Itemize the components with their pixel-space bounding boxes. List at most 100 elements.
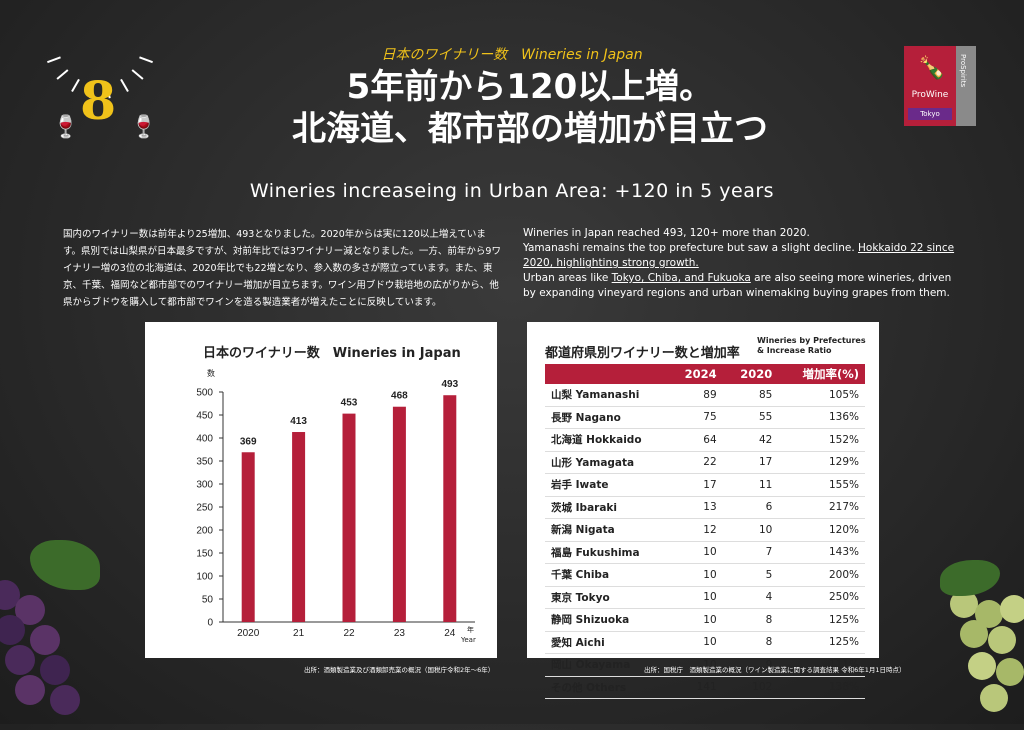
ratio-cell: 217% [778, 496, 865, 519]
table-header-row: 2024 2020 増加率(%) [545, 364, 865, 384]
table-row: 山形 Yamagata 22 17 129% [545, 451, 865, 474]
ratio-cell: 120% [778, 518, 865, 542]
wineries-table: 2024 2020 増加率(%) 山梨 Yamanashi 89 85 105% 長野 … [545, 364, 865, 699]
ratio-cell: 136% [778, 406, 865, 429]
x-tick-label: 23 [394, 628, 406, 639]
count-cell: 64 [667, 428, 723, 452]
x-tick-label: 24 [444, 628, 456, 639]
y-tick-label: 450 [196, 411, 213, 422]
logo-city: Tokyo [908, 108, 952, 120]
table-row: 長野 Nagano 75 55 136% [545, 406, 865, 429]
prefecture-cell: その他 Others [545, 676, 667, 699]
count-cell: 102 [722, 676, 779, 699]
table-title-en: Wineries by Prefectures & Increase Ratio [757, 336, 866, 355]
count-cell: 10 [667, 586, 723, 609]
y-tick-label: 400 [196, 434, 213, 445]
x-tick-label: 21 [293, 628, 305, 639]
prefecture-cell: 福島 Fukushima [545, 541, 667, 564]
chart-panel: 日本のワイナリー数 Wineries in Japan 0 50 100 150 200… [145, 322, 497, 658]
grapes-left-decoration [0, 540, 110, 730]
wine-glass-icon: 🍷 [130, 115, 158, 140]
table-row: 千葉 Chiba 10 5 200% [545, 563, 865, 587]
table-header: 増加率(%) [778, 364, 865, 384]
count-cell: 85 [722, 384, 779, 407]
number-badge: 8 🍷 🍷 [30, 15, 170, 155]
count-cell: 7 [722, 541, 779, 564]
bar [292, 432, 306, 622]
count-cell: 17 [722, 451, 779, 474]
para-en-line-1: Wineries in Japan reached 493, 120+ more… [523, 227, 810, 239]
y-tick-label: 200 [196, 526, 213, 537]
bar-chart: 0 50 100 150 200 250 300 350 400 450 500 数 369 2020 41… [196, 368, 476, 644]
count-cell: 10 [667, 608, 723, 632]
table-row: 福島 Fukushima 10 7 143% [545, 541, 865, 564]
bar [443, 395, 457, 622]
table-row: 愛知 Aichi 10 8 125% [545, 631, 865, 654]
prefecture-cell: 愛知 Aichi [545, 631, 667, 654]
count-cell: 42 [722, 428, 779, 452]
wine-glass-icon: 🍷 [52, 115, 80, 140]
prowine-logo: 🍾 ProWine Tokyo ProSpirits [904, 46, 976, 126]
table-header: 2020 [722, 364, 779, 384]
prefecture-cell: 岡山 Okayama [545, 653, 667, 677]
ratio-cell: 200% [778, 563, 865, 587]
chart-source: 出所：酒類製造業及び酒類卸売業の概況（国税庁令和2年～6年） [304, 666, 495, 674]
prefecture-cell: 岩手 Iwate [545, 473, 667, 497]
ratio-cell: 143% [778, 541, 865, 564]
ratio-cell: 111% [778, 653, 865, 677]
y-axis-label: 数 [207, 368, 215, 378]
count-cell: 6 [722, 496, 779, 519]
grapes-right-decoration [930, 560, 1024, 730]
table-row: 東京 Tokyo 10 4 250% [545, 586, 865, 609]
count-cell: 141 [667, 676, 723, 699]
count-cell: 22 [667, 451, 723, 474]
prefecture-cell: 北海道 Hokkaido [545, 428, 667, 452]
logo-brand: ProWine [911, 90, 949, 100]
prefecture-cell: 山形 Yamagata [545, 451, 667, 474]
y-tick-label: 150 [196, 549, 213, 560]
ratio-cell: 155% [778, 473, 865, 497]
bar-value-label: 369 [240, 436, 257, 447]
count-cell: 9 [722, 653, 779, 677]
table-panel: 都道府県別ワイナリー数と増加率 Wineries by Prefectures … [527, 322, 879, 699]
table-row: 静岡 Shizuoka 10 8 125% [545, 608, 865, 632]
bar-value-label: 493 [441, 379, 458, 390]
paragraph-jp: 国内のワイナリー数は前年より25増加、493となりました。2020年からは実に1… [63, 229, 501, 308]
page-title: 5年前から120以上増。 北海道、都市部の増加が目立つ [200, 66, 860, 150]
para-en-text: are also seeing more wineries, driven by… [523, 272, 952, 299]
count-cell: 13 [667, 496, 723, 519]
chart-title: 日本のワイナリー数 Wineries in Japan [203, 346, 461, 361]
count-cell: 10 [667, 563, 723, 587]
logo-sub: ProSpirits [959, 54, 967, 88]
count-cell: 55 [722, 406, 779, 429]
prefecture-cell: 東京 Tokyo [545, 586, 667, 609]
x-tick-label: 2020 [237, 628, 260, 639]
ratio-cell: 105% [778, 384, 865, 407]
x-axis-label: 年 [467, 625, 474, 634]
prefecture-cell: 長野 Nagano [545, 406, 667, 429]
prefecture-cell: 山梨 Yamanashi [545, 384, 667, 407]
y-tick-label: 300 [196, 480, 213, 491]
count-cell: 12 [667, 518, 723, 542]
count-cell: 4 [722, 586, 779, 609]
ratio-cell: 125% [778, 631, 865, 654]
table-source: 出所：国税庁 酒類製造業の概況（ワイン製造業に関する調査結果 令和6年1月1日時… [644, 666, 906, 674]
table-row: 岩手 Iwate 17 11 155% [545, 473, 865, 497]
title-line-1: 5年前から120以上増。 [346, 67, 714, 107]
count-cell: 89 [667, 384, 723, 407]
ratio-cell: 152% [778, 428, 865, 452]
count-cell: 5 [722, 563, 779, 587]
count-cell: 10 [667, 631, 723, 654]
para-en-text: Urban areas like [523, 272, 612, 284]
table-header: 2024 [667, 364, 723, 384]
wine-bottle-icon: 🍾 [918, 56, 946, 81]
count-cell: 17 [667, 473, 723, 497]
y-tick-label: 0 [207, 618, 213, 629]
badge-number: 8 [80, 71, 117, 132]
y-tick-label: 250 [196, 503, 213, 514]
prefecture-cell: 静岡 Shizuoka [545, 608, 667, 632]
table-row: 岡山 Okayama 10 9 111% [545, 653, 865, 677]
count-cell: 75 [667, 406, 723, 429]
count-cell: 11 [722, 473, 779, 497]
table-title: 都道府県別ワイナリー数と増加率 [545, 346, 740, 361]
